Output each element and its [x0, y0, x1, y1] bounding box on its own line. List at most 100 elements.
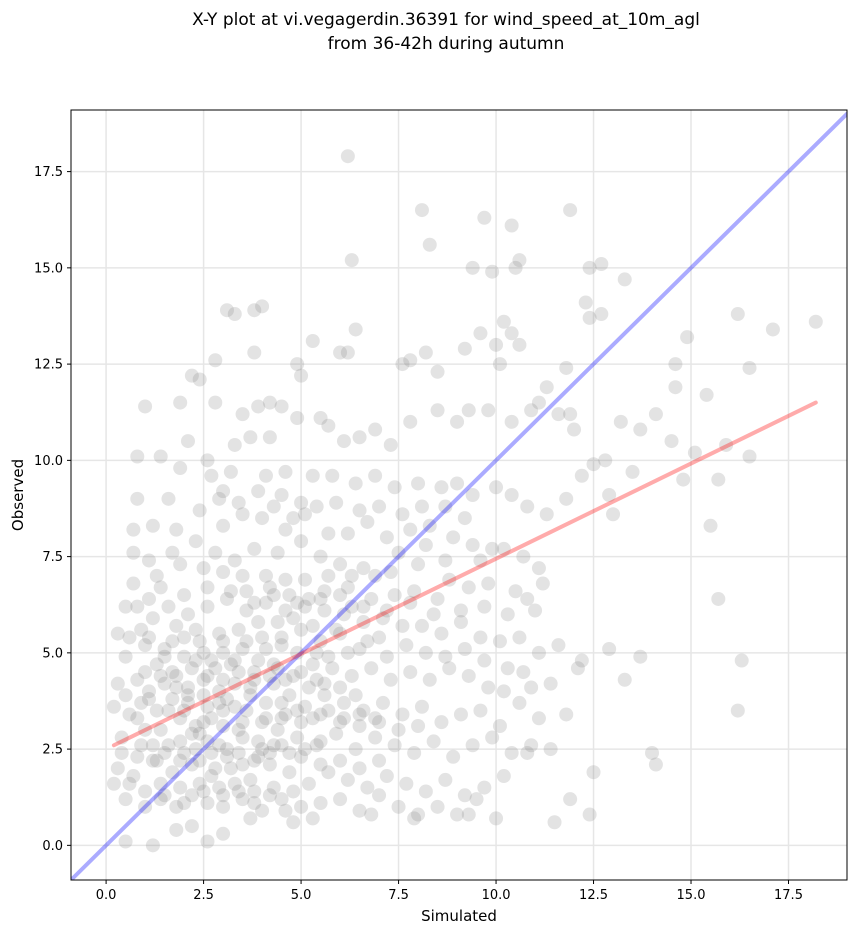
data-point [258, 595, 273, 610]
data-point [169, 522, 184, 537]
data-point [184, 819, 199, 834]
data-point [251, 399, 266, 414]
data-point [294, 749, 309, 764]
data-point [418, 784, 433, 799]
data-point [188, 622, 203, 637]
data-point [403, 595, 418, 610]
data-point [352, 761, 367, 776]
data-point [633, 649, 648, 664]
data-point [414, 699, 429, 714]
x-tick-label: 7.5 [388, 888, 409, 903]
data-point [348, 742, 363, 757]
data-point [383, 565, 398, 579]
data-point [208, 353, 223, 368]
data-point [465, 538, 480, 553]
data-point [227, 553, 242, 568]
data-point [434, 715, 449, 730]
data-point [481, 576, 496, 591]
data-point [496, 769, 511, 784]
y-tick-label: 0.0 [42, 839, 63, 854]
data-point [235, 568, 250, 583]
data-point [294, 799, 309, 814]
data-point [676, 472, 691, 487]
data-point [391, 545, 406, 560]
data-point [586, 765, 601, 780]
data-point [196, 561, 211, 576]
data-points [106, 149, 823, 853]
data-point [442, 572, 457, 587]
data-point [387, 480, 402, 495]
data-point [106, 699, 121, 714]
data-point [395, 357, 410, 372]
data-point [286, 511, 301, 526]
x-tick-label: 12.5 [579, 888, 608, 903]
data-point [512, 630, 527, 645]
data-point [430, 403, 445, 418]
data-point [594, 307, 609, 322]
data-point [216, 484, 231, 499]
data-point [286, 611, 301, 626]
data-point [461, 807, 476, 822]
data-point [333, 345, 348, 360]
data-point [434, 480, 449, 495]
data-point [169, 822, 184, 837]
data-point [262, 430, 277, 445]
data-point [352, 707, 367, 722]
data-point [262, 668, 277, 683]
data-point [223, 584, 238, 599]
data-point [516, 665, 531, 680]
data-point [613, 414, 628, 429]
data-point [301, 680, 316, 695]
data-point [212, 626, 227, 641]
data-point [141, 692, 156, 707]
data-point [531, 711, 546, 726]
data-point [216, 788, 231, 803]
y-tick-label: 12.5 [34, 358, 63, 373]
data-point [180, 695, 195, 710]
data-point [274, 738, 289, 753]
data-point [110, 676, 125, 691]
data-point [192, 503, 207, 518]
data-point [340, 345, 355, 360]
data-point [255, 742, 270, 757]
data-point [465, 488, 480, 502]
data-point [161, 738, 176, 753]
data-point [278, 707, 293, 722]
data-point [399, 638, 414, 653]
data-point [348, 476, 363, 491]
data-point [524, 738, 539, 753]
data-point [200, 580, 215, 595]
data-point [340, 149, 355, 164]
data-point [765, 322, 780, 337]
data-point [399, 776, 414, 791]
data-point [391, 799, 406, 814]
data-point [122, 776, 137, 791]
data-point [231, 745, 246, 760]
data-point [216, 672, 231, 687]
data-point [329, 726, 344, 741]
data-point [200, 599, 215, 614]
data-point [407, 745, 422, 760]
data-point [118, 649, 133, 664]
data-point [438, 553, 453, 568]
data-point [520, 499, 535, 514]
data-point [473, 326, 488, 341]
data-point [500, 607, 515, 622]
data-point [200, 453, 215, 468]
data-point [481, 680, 496, 695]
data-point [485, 730, 500, 745]
data-point [489, 337, 504, 352]
data-point [403, 414, 418, 429]
data-point [305, 468, 320, 483]
data-point [208, 545, 223, 560]
data-point [313, 757, 328, 772]
data-point [266, 676, 281, 691]
data-point [192, 753, 207, 768]
data-point [539, 380, 554, 395]
data-point [235, 715, 250, 730]
data-point [442, 661, 457, 676]
data-point [262, 395, 277, 410]
data-point [247, 595, 262, 610]
data-point [227, 437, 242, 452]
data-point [387, 738, 402, 753]
